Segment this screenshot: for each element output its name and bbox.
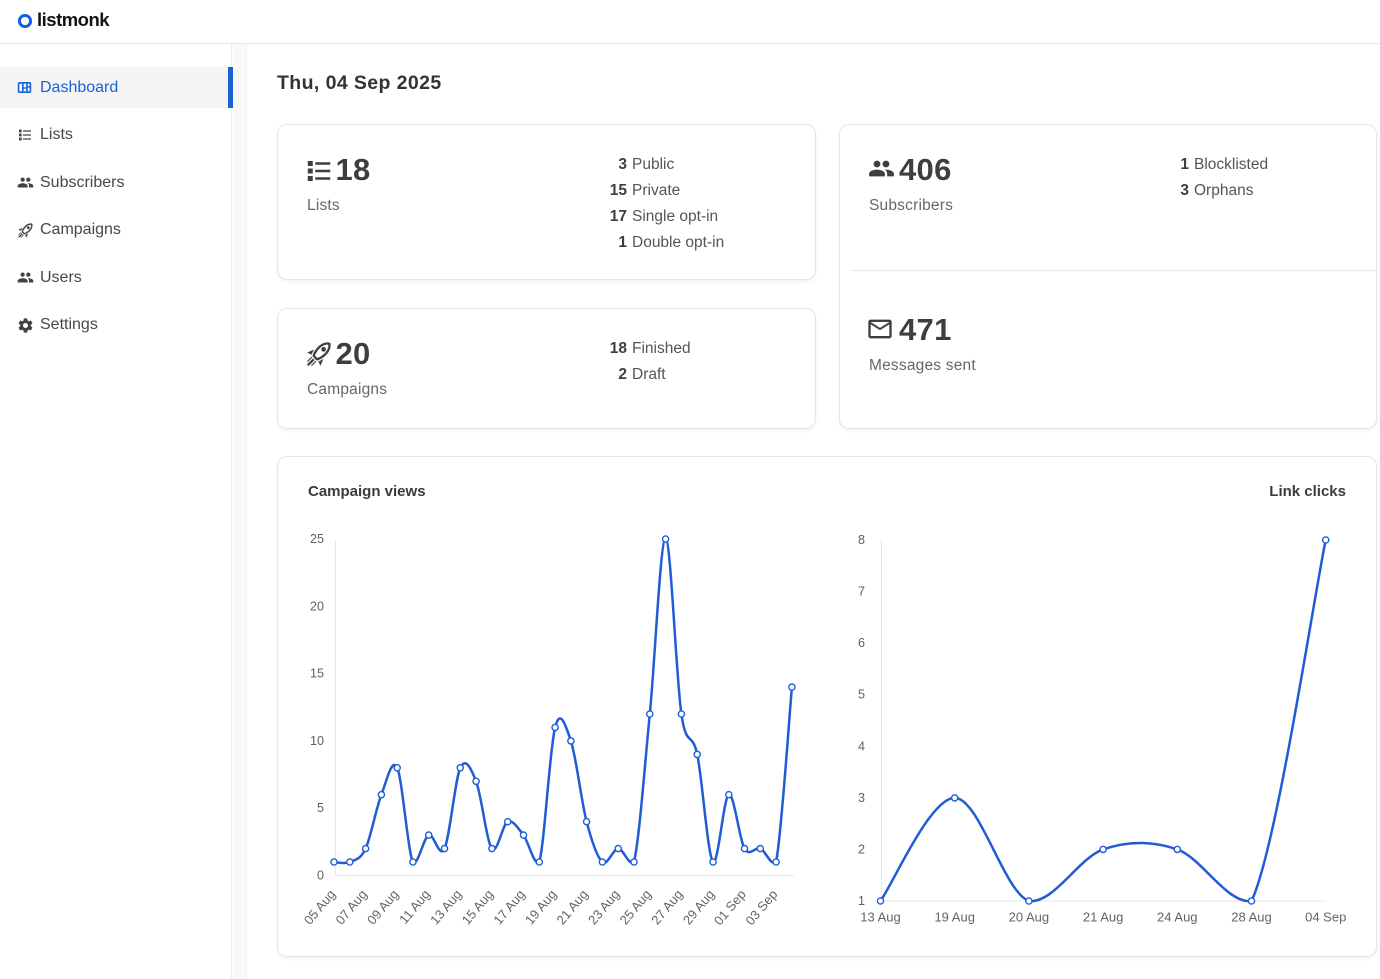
svg-text:03 Sep: 03 Sep (742, 887, 780, 928)
svg-text:13 Aug: 13 Aug (860, 910, 901, 925)
svg-text:2: 2 (858, 842, 865, 856)
svg-text:23 Aug: 23 Aug (585, 887, 623, 928)
svg-text:5: 5 (317, 801, 324, 815)
svg-text:25: 25 (310, 532, 324, 546)
svg-text:10: 10 (310, 734, 324, 748)
svg-text:04 Sep: 04 Sep (1305, 910, 1346, 925)
svg-text:01 Sep: 01 Sep (711, 887, 749, 928)
svg-text:25 Aug: 25 Aug (617, 887, 655, 928)
svg-text:11 Aug: 11 Aug (396, 887, 433, 927)
svg-text:21 Aug: 21 Aug (1083, 910, 1124, 925)
svg-text:24 Aug: 24 Aug (1157, 910, 1198, 925)
svg-text:07 Aug: 07 Aug (332, 887, 370, 928)
svg-text:1: 1 (858, 894, 865, 908)
svg-text:15 Aug: 15 Aug (459, 887, 497, 928)
svg-text:6: 6 (858, 636, 865, 650)
svg-text:29 Aug: 29 Aug (680, 887, 718, 928)
svg-text:17 Aug: 17 Aug (490, 887, 528, 928)
svg-text:8: 8 (858, 533, 865, 547)
svg-text:09 Aug: 09 Aug (364, 887, 402, 928)
svg-text:28 Aug: 28 Aug (1231, 910, 1272, 925)
svg-text:19 Aug: 19 Aug (934, 910, 975, 925)
svg-text:13 Aug: 13 Aug (427, 887, 465, 928)
svg-text:05 Aug: 05 Aug (301, 887, 339, 928)
svg-text:20: 20 (310, 599, 324, 613)
svg-text:19 Aug: 19 Aug (522, 887, 560, 928)
svg-text:3: 3 (858, 791, 865, 805)
svg-text:21 Aug: 21 Aug (553, 887, 591, 928)
svg-text:4: 4 (858, 739, 865, 753)
svg-text:0: 0 (317, 869, 324, 883)
svg-text:5: 5 (858, 688, 865, 702)
svg-text:15: 15 (310, 667, 324, 681)
svg-text:20 Aug: 20 Aug (1009, 910, 1050, 925)
svg-text:27 Aug: 27 Aug (648, 887, 686, 928)
svg-text:7: 7 (858, 585, 865, 599)
